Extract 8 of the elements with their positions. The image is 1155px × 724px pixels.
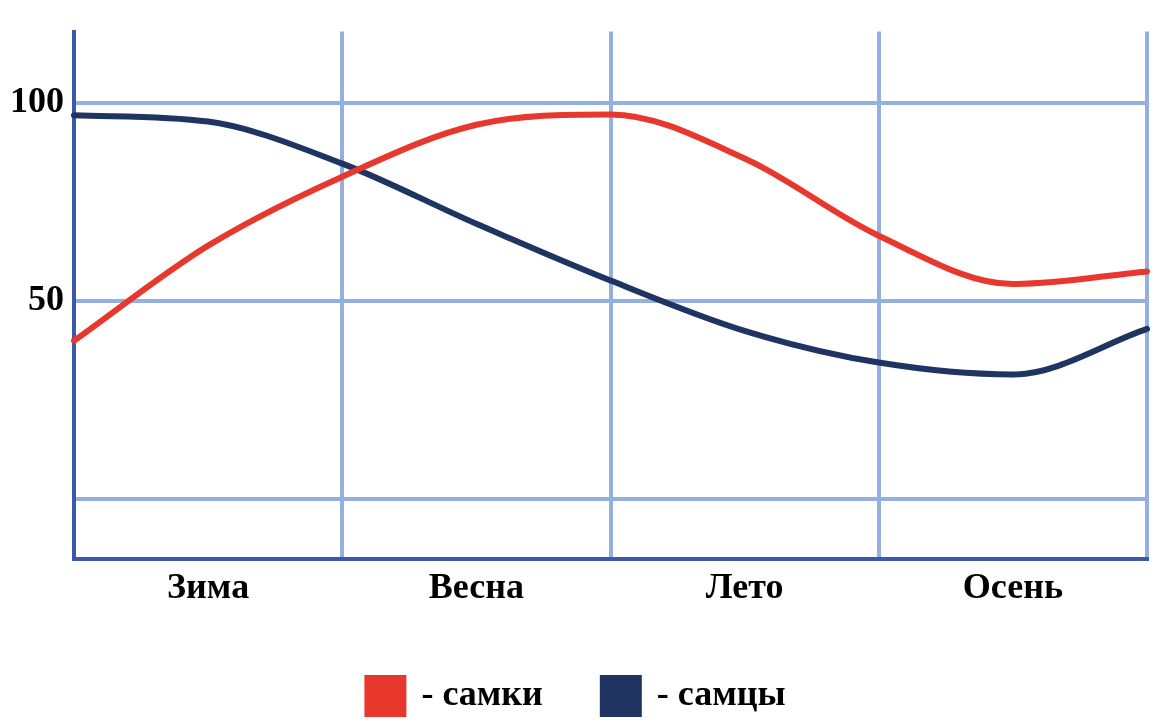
x-tick-label: Зима: [167, 565, 250, 606]
x-tick-label: Весна: [428, 565, 524, 606]
x-tick-label: Осень: [962, 565, 1063, 606]
x-tick-label: Лето: [705, 565, 784, 606]
legend-label: - самцы: [656, 673, 786, 714]
legend-label: - самки: [421, 673, 543, 714]
y-tick-label: 50: [28, 278, 64, 319]
y-tick-label: 100: [10, 80, 64, 121]
